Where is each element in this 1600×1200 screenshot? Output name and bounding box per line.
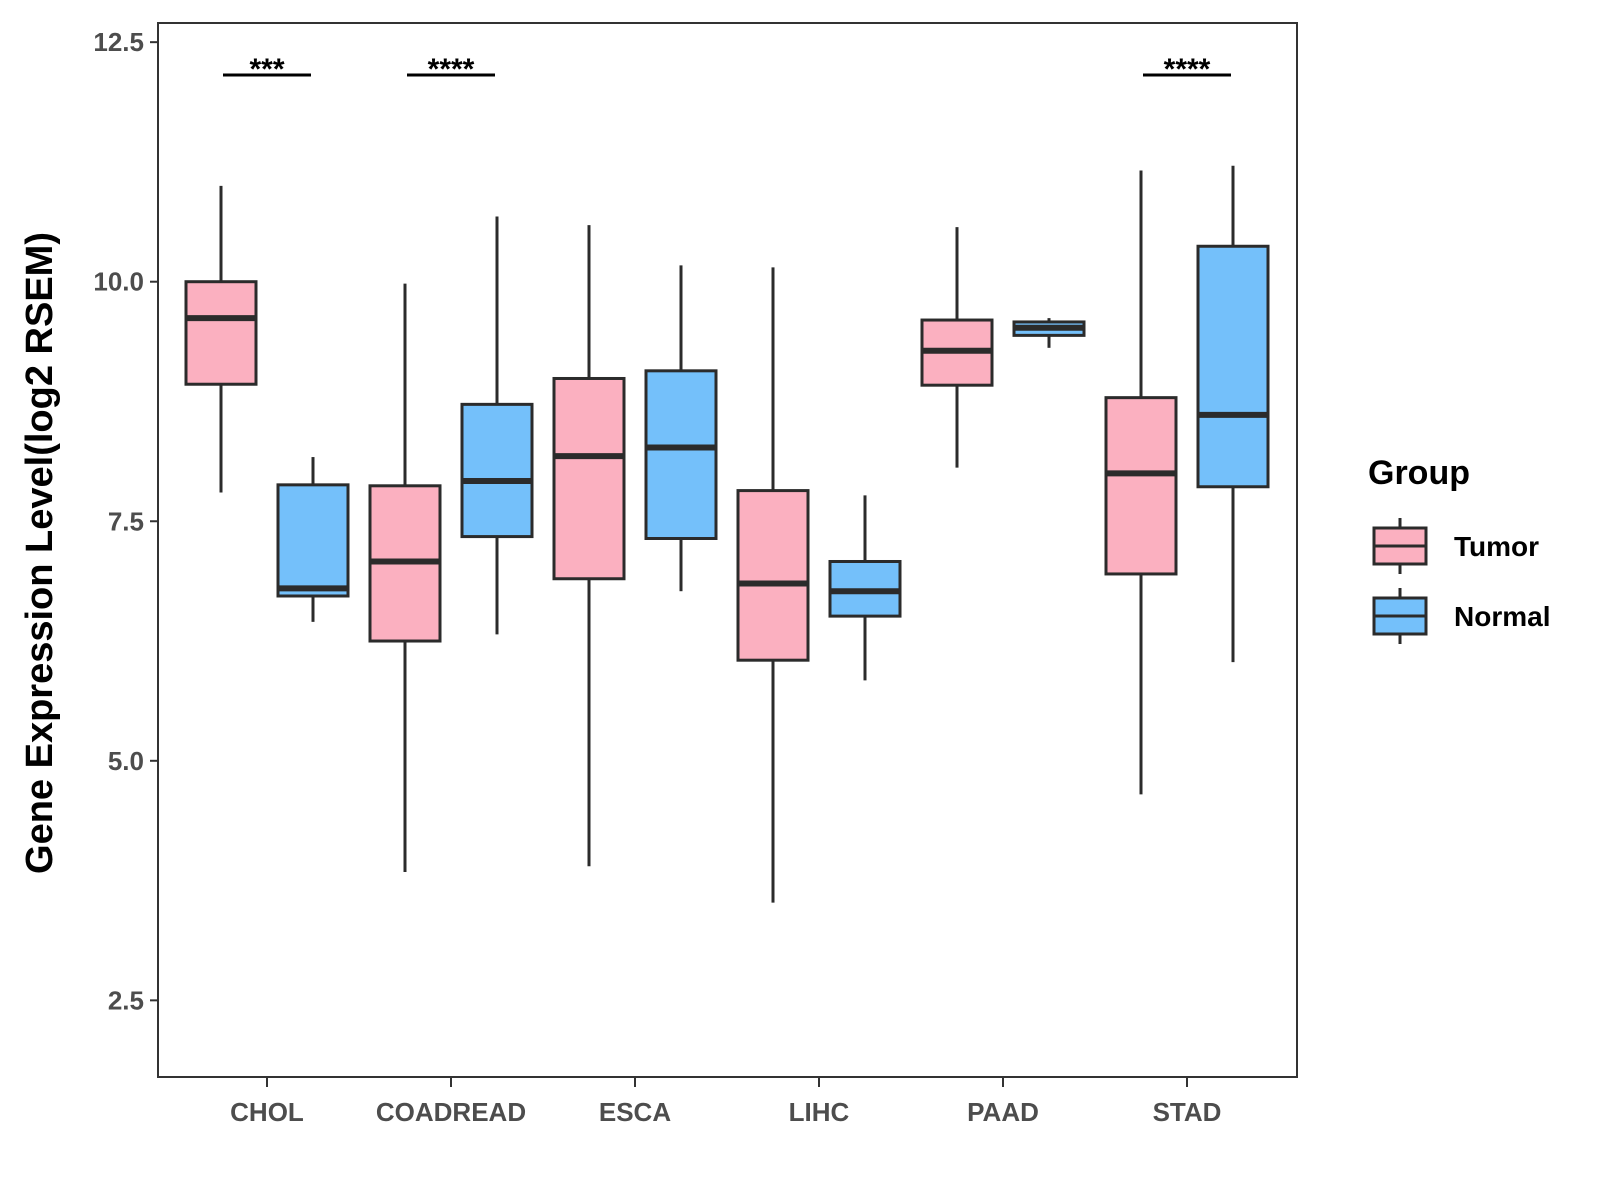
x-tick-label-lihc: LIHC — [789, 1097, 850, 1127]
legend-key-normal — [1372, 588, 1428, 644]
box-normal-lihc — [828, 495, 902, 681]
box-normal-paad — [1012, 318, 1086, 348]
legend-label-tumor: Tumor — [1454, 531, 1539, 562]
y-tick-label: 10.0 — [93, 267, 144, 297]
box-iqr — [552, 376, 626, 581]
significance-label-stad: **** — [1164, 53, 1211, 86]
plot-panel-border — [157, 22, 1298, 1078]
box-normal-stad — [1196, 165, 1270, 663]
box-iqr — [1196, 244, 1270, 489]
x-tick-label-stad: STAD — [1153, 1097, 1222, 1127]
box-iqr — [184, 280, 258, 386]
box-normal-coadread — [460, 216, 534, 635]
y-tick-label: 5.0 — [108, 746, 144, 776]
y-tick-label: 12.5 — [93, 27, 144, 57]
x-tick-label-chol: CHOL — [230, 1097, 304, 1127]
box-tumor-paad — [920, 227, 994, 468]
box-iqr — [736, 489, 810, 662]
box-tumor-coadread — [368, 283, 442, 872]
box-iqr — [1104, 396, 1178, 576]
y-tick-label: 2.5 — [108, 985, 144, 1015]
box-iqr — [460, 402, 534, 539]
legend-label-normal: Normal — [1454, 601, 1550, 632]
y-tick-label: 7.5 — [108, 506, 144, 536]
x-tick-label-paad: PAAD — [967, 1097, 1039, 1127]
box-iqr — [276, 483, 350, 598]
box-tumor-stad — [1104, 170, 1178, 795]
box-normal-chol — [276, 457, 350, 622]
box-normal-esca — [644, 265, 718, 592]
significance-label-coadread: **** — [428, 53, 475, 86]
box-tumor-lihc — [736, 267, 810, 903]
x-tick-label-esca: ESCA — [599, 1097, 671, 1127]
legend-title: Group — [1368, 454, 1470, 492]
x-tick-label-coadread: COADREAD — [376, 1097, 526, 1127]
legend-key-tumor — [1372, 518, 1428, 574]
box-tumor-chol — [184, 185, 258, 493]
legend: Group Tumor Normal — [1368, 454, 1550, 644]
box-iqr — [644, 369, 718, 541]
y-axis-title: Gene Expression Level(log2 RSEM) — [19, 232, 61, 874]
significance-label-chol: *** — [249, 53, 284, 86]
box-tumor-esca — [552, 225, 626, 867]
